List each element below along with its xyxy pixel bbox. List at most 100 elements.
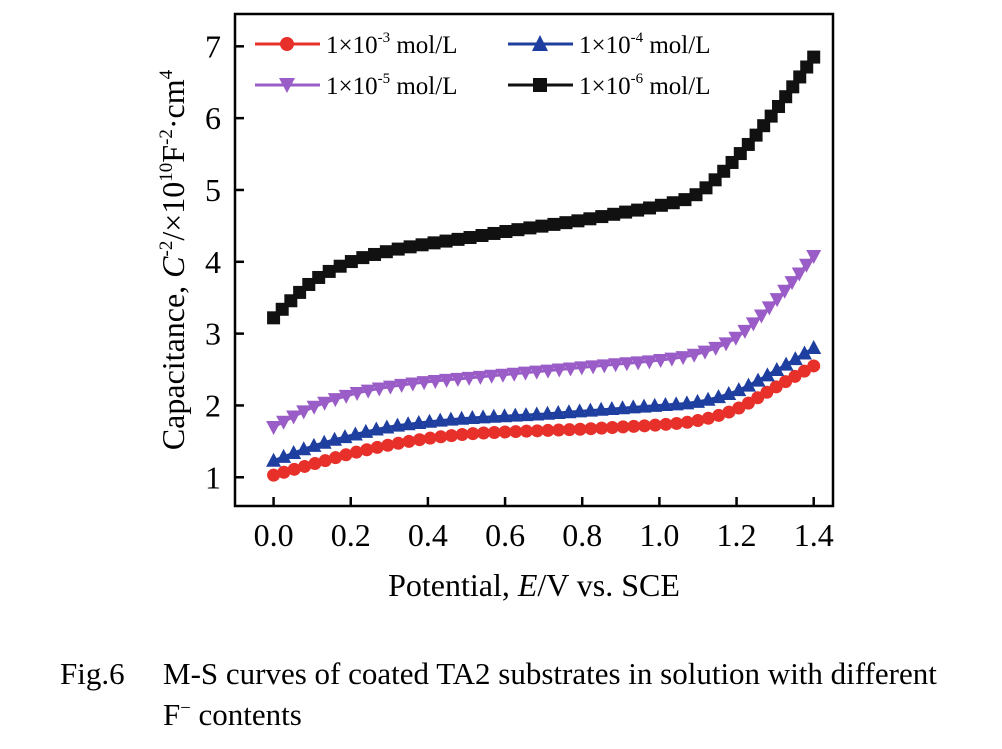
series-2-point xyxy=(636,398,652,413)
series-2-point xyxy=(497,408,513,423)
figure-number: Fig.6 xyxy=(60,656,125,691)
series-3-point xyxy=(596,359,612,374)
series-1-point xyxy=(298,459,312,473)
series-1-point xyxy=(680,415,694,429)
series-2-point xyxy=(443,411,459,426)
series-1-point xyxy=(413,433,427,447)
series-1-point xyxy=(329,451,343,465)
legend-label-1: 1×10-3 mol/L xyxy=(326,30,457,59)
series-4-point xyxy=(643,201,657,215)
series-3-point xyxy=(653,354,669,369)
series-4-point xyxy=(312,270,326,284)
series-1-point xyxy=(712,408,726,422)
series-3-point xyxy=(506,367,522,382)
series-3-point xyxy=(753,309,769,324)
series-4-point xyxy=(511,223,525,237)
series-4-point xyxy=(619,205,633,219)
legend-item-3: 1×10-5 mol/L xyxy=(255,71,457,100)
x-tick-label: 0.4 xyxy=(408,517,448,553)
series-1-point xyxy=(670,416,684,430)
series-2-point xyxy=(615,400,631,415)
series-1-point xyxy=(434,430,448,444)
series-2-point xyxy=(389,417,405,432)
series-1-point xyxy=(509,425,523,439)
series-1-point xyxy=(455,428,469,442)
series-1-point xyxy=(381,438,395,452)
y-tick-label: 7 xyxy=(205,28,221,64)
series-3-point xyxy=(306,400,322,415)
series-1-point xyxy=(349,445,363,459)
legend-label-3: 1×10-5 mol/L xyxy=(326,71,457,100)
series-1-point xyxy=(308,457,322,471)
series-1-point xyxy=(691,414,705,428)
series-4-point xyxy=(571,214,585,228)
series-4-point xyxy=(793,70,807,84)
series-4-point xyxy=(403,240,417,254)
series-2-point xyxy=(411,414,427,429)
legend-label-4: 1×10-6 mol/L xyxy=(579,71,710,100)
series-2-point xyxy=(276,448,292,463)
series-4-point xyxy=(807,50,821,64)
series-3-point xyxy=(630,356,646,371)
figure-caption-line-1: Fig.6 M-S curves of coated TA2 substrates… xyxy=(60,656,937,692)
series-2-point xyxy=(647,397,663,412)
y-tick-label: 2 xyxy=(205,387,221,423)
series-3-point xyxy=(585,360,601,375)
series-1-point xyxy=(466,427,480,441)
series-3-point xyxy=(427,374,443,389)
series-2-point xyxy=(741,377,757,392)
series-3-point xyxy=(276,415,292,430)
series-1-point xyxy=(732,401,746,415)
series-3-point xyxy=(266,420,282,435)
x-tick-label: 0.0 xyxy=(254,517,294,553)
series-4-point xyxy=(439,234,453,248)
series-3-point xyxy=(371,382,387,397)
series-3-point xyxy=(664,352,680,367)
series-3-point xyxy=(728,331,744,346)
y-tick-label: 6 xyxy=(205,100,221,136)
series-3-point xyxy=(563,362,579,377)
series-4-point xyxy=(344,255,358,269)
series-2-point xyxy=(286,445,302,460)
series-4-point xyxy=(302,277,316,291)
series-3-point xyxy=(405,377,421,392)
series-4-point xyxy=(535,219,549,233)
series-3-point xyxy=(777,284,793,299)
series-1-point xyxy=(701,411,715,425)
series-4 xyxy=(267,50,821,325)
series-1-point xyxy=(541,423,555,437)
series-2-point xyxy=(550,405,566,420)
series-4-point xyxy=(487,226,501,240)
series-3-point xyxy=(784,276,800,291)
series-3-point xyxy=(495,368,511,383)
series-2-point xyxy=(518,407,534,422)
series-2-point xyxy=(721,385,737,400)
series-4-point xyxy=(786,80,800,94)
series-2-point xyxy=(787,351,803,366)
series-3-point xyxy=(416,376,432,391)
series-1-point xyxy=(498,425,512,439)
series-4-point xyxy=(547,217,561,231)
series-3-line xyxy=(272,255,815,429)
x-tick-label: 0.6 xyxy=(485,517,525,553)
ms-curves-chart: 0.0 0.2 0.4 0.6 0.8 1.0 1.2 1.4 1 2 3 4 5 6 7 1×10-3 m… xyxy=(155,12,835,603)
series-1-point xyxy=(444,429,458,443)
series-3-point xyxy=(484,369,500,384)
data-series xyxy=(266,50,822,482)
series-3-point xyxy=(806,250,822,265)
series-3-point xyxy=(382,380,398,395)
series-3-point xyxy=(529,365,545,380)
legend-item-4: 1×10-6 mol/L xyxy=(508,71,710,100)
series-4-point xyxy=(379,245,393,259)
figure-caption-line-2: F− contents xyxy=(163,697,302,732)
series-2-point xyxy=(797,345,813,360)
series-4-point xyxy=(333,259,347,273)
series-1-point xyxy=(519,424,533,438)
series-3-point xyxy=(608,358,624,373)
series-1-point xyxy=(339,448,353,462)
series-3-point xyxy=(394,378,410,393)
series-1-point xyxy=(605,420,619,434)
series-1-point xyxy=(360,443,374,457)
series-4-point xyxy=(583,212,597,226)
series-4-point xyxy=(475,229,489,243)
